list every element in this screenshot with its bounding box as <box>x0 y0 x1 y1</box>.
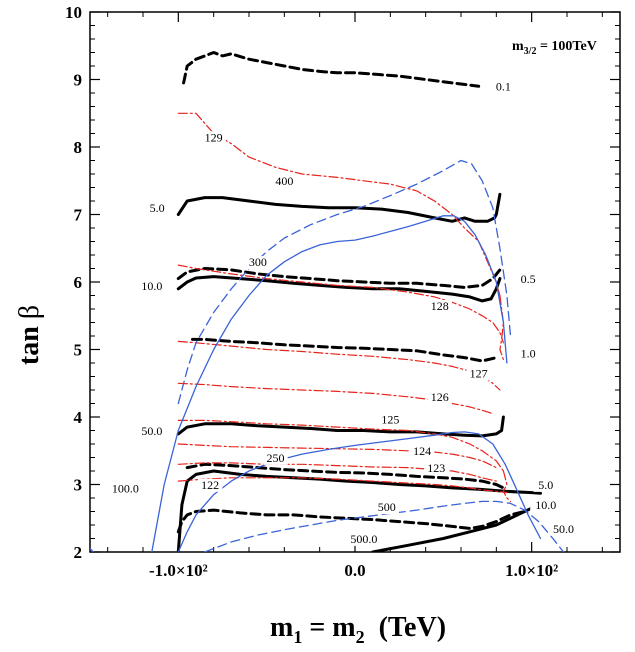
contour-label-bg <box>466 367 491 381</box>
plot-area <box>89 11 621 553</box>
y-tick-label-1: 3 <box>74 476 83 495</box>
series-red-hook-b <box>502 470 512 502</box>
contour-label-bg <box>530 499 562 513</box>
contour-label-8: 10.0 <box>535 498 556 512</box>
contour-label-5: 50.0 <box>141 424 162 438</box>
contour-label-bg <box>374 501 399 515</box>
contour-label-19: 400 <box>275 174 293 188</box>
contour-label-21: 250 <box>267 451 285 465</box>
x-tick-label-0: -1.0×10² <box>149 561 208 580</box>
contour-label-bg <box>136 424 168 438</box>
contour-label-bg <box>144 202 170 216</box>
series-red-126 <box>177 382 494 415</box>
contour-label-9: 50.0 <box>553 522 574 536</box>
series-red-123 <box>177 462 497 482</box>
contour-label-13: 127 <box>470 367 488 381</box>
contour-label-16: 124 <box>413 444 431 458</box>
m32-annotation: m3/2 = 100TeV <box>512 39 597 57</box>
contour-label-20: 300 <box>249 255 267 269</box>
series-black-dash-0.1 <box>182 51 481 88</box>
contour-label-18: 122 <box>201 478 219 492</box>
y-tick-label-8: 10 <box>65 3 82 22</box>
contour-label-15: 125 <box>381 412 399 426</box>
contour-label-6: 100.0 <box>112 481 139 495</box>
contour-label-4: 1.0 <box>521 346 536 360</box>
series-group <box>90 51 565 552</box>
contour-label-bg <box>491 80 516 94</box>
axis-ticks: -1.0×10² 0.0 1.0×10² 2 3 4 5 6 7 8 9 10 <box>65 3 620 580</box>
contour-label-10: 500.0 <box>350 532 377 546</box>
contour-label-2: 10.0 <box>141 279 162 293</box>
contour-label-bg <box>201 131 226 145</box>
x-tick-label-2: 1.0×10² <box>505 561 558 580</box>
contour-label-bg <box>515 347 541 361</box>
series-red-127 <box>177 340 501 391</box>
y-tick-label-3: 5 <box>74 341 83 360</box>
contour-label-12: 128 <box>431 299 449 313</box>
contour-label-bg <box>515 273 541 286</box>
series-black-dash-0.5 <box>176 267 502 289</box>
series-black-dash-low2 <box>176 508 527 534</box>
contour-label-11: 129 <box>205 130 223 144</box>
series-red-125 <box>177 419 504 472</box>
series-blue-dash-400 <box>177 159 512 405</box>
contour-label-14: 126 <box>431 390 449 404</box>
contour-label-22: 500 <box>378 500 396 514</box>
series-blue-edge <box>90 547 95 552</box>
y-tick-label-2: 4 <box>74 408 83 427</box>
contour-label-0: 0.1 <box>496 80 511 94</box>
contour-labels: 0.1 5.0 10.0 0.5 1.0 50.0 100.0 5.0 10.0 50.0 500.… <box>106 80 580 546</box>
x-axis-title: m1 = m2 (TeV) <box>270 612 446 647</box>
series-red-124 <box>177 443 497 469</box>
contour-label-1: 5.0 <box>150 201 165 215</box>
y-axis-title: tan β <box>14 305 45 365</box>
contour-label-bg <box>136 279 168 293</box>
series-black-dash-low1 <box>185 462 505 490</box>
y-tick-label-7: 9 <box>74 71 83 90</box>
y-tick-label-4: 6 <box>74 273 83 292</box>
series-black-solid-5.0 <box>176 192 502 223</box>
series-black-solid-500.0 <box>371 506 534 552</box>
contour-label-bg <box>106 482 145 496</box>
series-black-solid-50.0 <box>176 415 505 438</box>
series-red-128 <box>177 264 504 344</box>
contour-label-bg <box>272 175 297 189</box>
contour-label-bg <box>378 413 403 427</box>
contour-label-bg <box>547 522 580 536</box>
contour-label-3: 0.5 <box>521 272 536 286</box>
contour-label-bg <box>533 478 558 492</box>
contour-label-bg <box>263 451 288 465</box>
series-blue-solid-300 <box>151 215 508 552</box>
contour-label-bg <box>409 445 435 459</box>
y-tick-label-6: 8 <box>74 138 83 157</box>
contour-label-bg <box>197 478 223 492</box>
contour-label-bg <box>245 256 271 270</box>
y-tick-label-0: 2 <box>74 543 83 562</box>
contour-label-bg <box>427 300 452 313</box>
contour-label-17: 123 <box>427 461 445 475</box>
contour-label-bg <box>344 532 383 546</box>
series-blue-dash-500 <box>204 500 565 552</box>
contour-label-bg <box>424 462 449 475</box>
contour-label-7: 5.0 <box>538 478 553 492</box>
y-tick-label-5: 7 <box>74 206 83 225</box>
x-tick-label-1: 0.0 <box>344 561 365 580</box>
series-black-dash-1.0 <box>191 337 498 363</box>
series-black-solid-100.0 <box>176 469 542 552</box>
series-black-solid-10.0 <box>176 275 502 303</box>
contour-label-bg <box>427 391 452 405</box>
